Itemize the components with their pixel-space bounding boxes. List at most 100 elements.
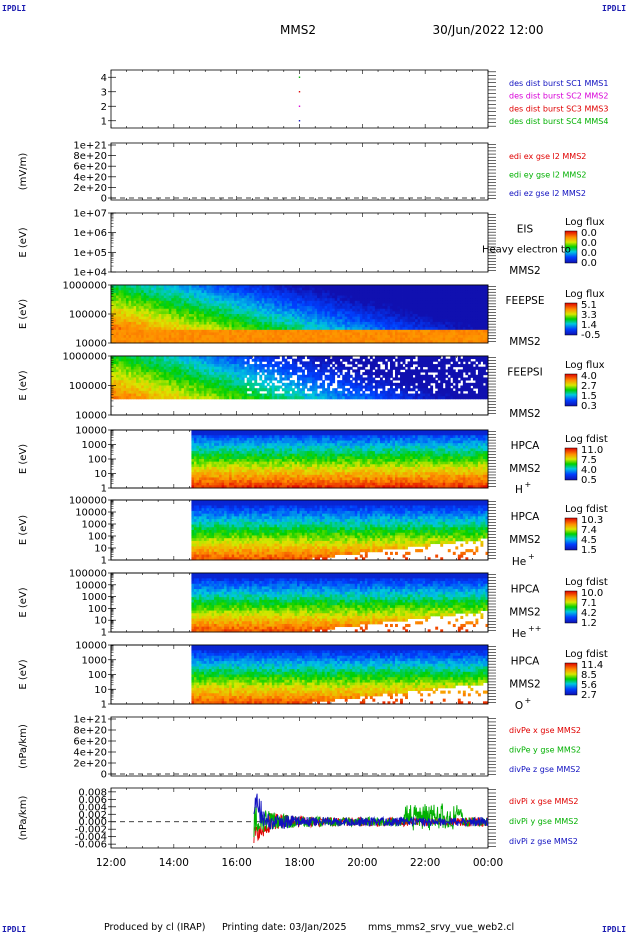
heatmap-cell bbox=[193, 390, 197, 394]
heatmap-cell bbox=[206, 364, 210, 368]
heatmap-cell bbox=[229, 361, 233, 365]
heatmap-cell bbox=[286, 314, 290, 318]
heatmap-cell bbox=[425, 303, 429, 307]
heatmap-cell bbox=[327, 306, 331, 310]
heatmap-cell bbox=[234, 329, 238, 333]
heatmap-cell bbox=[138, 390, 142, 394]
heatmap-cell bbox=[276, 337, 280, 341]
heatmap-cell bbox=[234, 369, 238, 373]
heatmap-cell bbox=[203, 337, 207, 341]
heatmap-cell bbox=[166, 358, 170, 362]
heatmap-cell bbox=[364, 314, 368, 318]
heatmap-cell bbox=[372, 324, 376, 328]
heatmap-cell bbox=[281, 372, 285, 376]
heatmap-cell bbox=[410, 292, 413, 296]
heatmap-cell bbox=[309, 356, 313, 360]
heatmap-cell bbox=[138, 311, 142, 315]
heatmap-cell bbox=[374, 311, 378, 315]
heatmap-cell bbox=[407, 319, 411, 323]
heatmap-cell bbox=[211, 300, 215, 304]
heatmap-cell bbox=[387, 285, 391, 289]
heatmap-cell bbox=[251, 306, 255, 310]
heatmap-cell bbox=[435, 295, 439, 299]
heatmap-cell bbox=[281, 314, 285, 318]
heatmap-cell bbox=[214, 311, 217, 315]
heatmap-cell bbox=[171, 340, 175, 344]
heatmap-cell bbox=[231, 321, 235, 325]
heatmap-cell bbox=[211, 285, 215, 289]
heatmap-cell bbox=[264, 327, 268, 331]
heatmap-cell bbox=[241, 393, 245, 397]
heatmap-cell bbox=[445, 324, 449, 328]
heatmap-cell bbox=[276, 372, 280, 376]
heatmap-cell bbox=[482, 285, 486, 289]
heatmap-cell bbox=[216, 295, 220, 299]
heatmap-cell bbox=[382, 303, 386, 307]
heatmap-cell bbox=[455, 290, 459, 294]
heatmap-cell bbox=[472, 337, 476, 341]
heatmap-cell bbox=[214, 358, 217, 362]
heatmap-cell bbox=[226, 319, 230, 323]
heatmap-cell bbox=[156, 364, 160, 368]
heatmap-cell bbox=[231, 335, 235, 339]
heatmap-cell bbox=[395, 316, 398, 320]
heatmap-cell bbox=[226, 321, 230, 325]
heatmap-cell bbox=[261, 285, 265, 289]
heatmap-cell bbox=[427, 321, 431, 325]
heatmap-cell bbox=[136, 361, 140, 365]
heatmap-cell bbox=[176, 311, 180, 315]
heatmap-cell bbox=[281, 366, 285, 370]
heatmap-cell bbox=[126, 327, 129, 331]
heatmap-cell bbox=[475, 298, 479, 302]
heatmap-cell bbox=[234, 396, 238, 400]
heatmap-cell bbox=[141, 303, 145, 307]
heatmap-cell bbox=[264, 290, 268, 294]
heatmap-cell bbox=[198, 308, 202, 312]
heatmap-cell bbox=[186, 385, 190, 389]
heatmap-cell bbox=[384, 314, 388, 318]
heatmap-cell bbox=[206, 319, 210, 323]
heatmap-cell bbox=[198, 303, 202, 307]
heatmap-cell bbox=[206, 369, 210, 373]
heatmap-cell bbox=[352, 335, 356, 339]
heatmap-cell bbox=[226, 311, 230, 315]
heatmap-cell bbox=[460, 300, 464, 304]
heatmap-cell bbox=[186, 329, 190, 333]
heatmap-cell bbox=[266, 364, 270, 368]
heatmap-cell bbox=[472, 290, 476, 294]
heatmap-cell bbox=[362, 300, 366, 304]
heatmap-cell bbox=[136, 314, 140, 318]
heatmap-cell bbox=[470, 335, 474, 339]
heatmap-cell bbox=[374, 321, 378, 325]
heatmap-cell bbox=[201, 340, 205, 344]
heatmap-cell bbox=[455, 306, 459, 310]
heatmap-cell bbox=[379, 308, 383, 312]
heatmap-cell bbox=[146, 290, 150, 294]
heatmap-cell bbox=[339, 295, 343, 299]
heatmap-cell bbox=[314, 285, 318, 289]
heatmap-cell bbox=[364, 316, 368, 320]
heatmap-cell bbox=[392, 303, 396, 307]
heatmap-cell bbox=[425, 319, 429, 323]
heatmap-cell bbox=[209, 374, 212, 378]
heatmap-cell bbox=[259, 287, 263, 291]
heatmap-cell bbox=[171, 366, 175, 370]
heatmap-cell bbox=[211, 380, 215, 384]
heatmap-cell bbox=[254, 319, 258, 323]
heatmap-cell bbox=[291, 292, 295, 296]
heatmap-cell bbox=[410, 303, 413, 307]
heatmap-cell bbox=[379, 332, 383, 336]
heatmap-cell bbox=[271, 369, 275, 373]
heatmap-cell bbox=[269, 287, 273, 291]
heatmap-cell bbox=[420, 308, 424, 312]
heatmap-cell bbox=[422, 295, 426, 299]
heatmap-cell bbox=[392, 306, 396, 310]
heatmap-cell bbox=[395, 319, 398, 323]
heatmap-cell bbox=[146, 314, 150, 318]
heatmap-cell bbox=[226, 316, 230, 320]
heatmap-cell bbox=[460, 324, 464, 328]
heatmap-cell bbox=[264, 335, 268, 339]
heatmap-cell bbox=[176, 364, 180, 368]
heatmap-cell bbox=[186, 298, 190, 302]
heatmap-cell bbox=[440, 306, 444, 310]
